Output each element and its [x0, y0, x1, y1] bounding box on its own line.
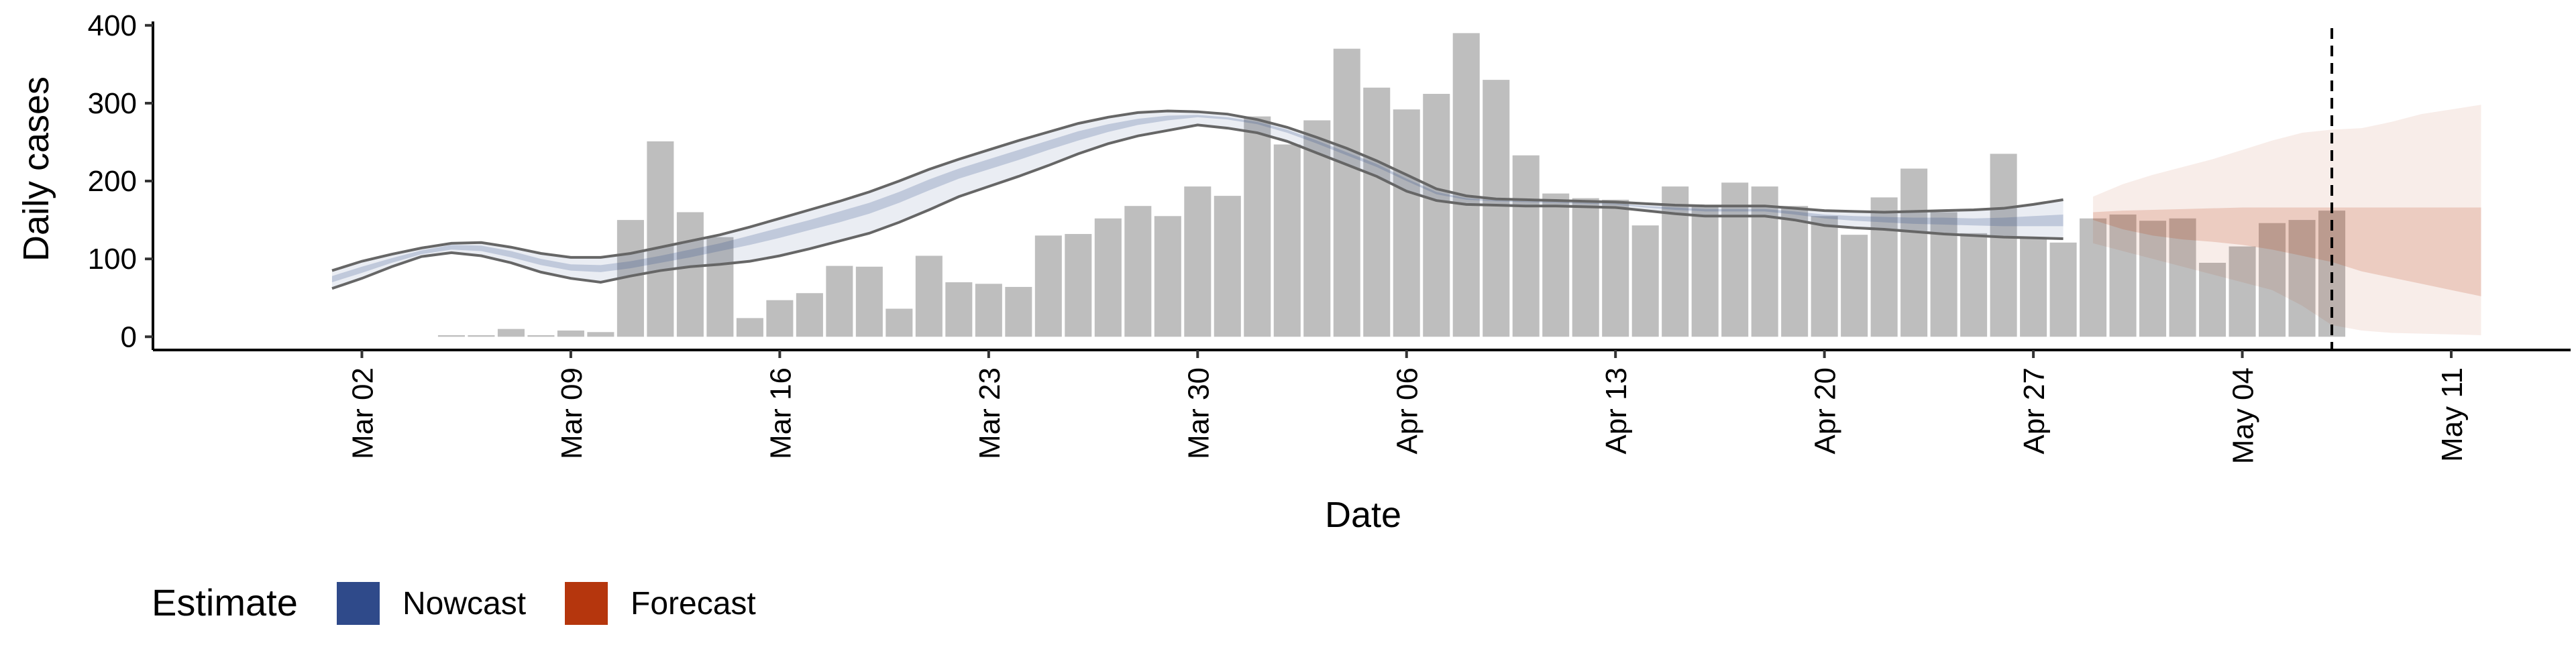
bar-2020-03-14: [706, 237, 734, 337]
forecast-band-50: [2093, 207, 2481, 296]
legend: Estimate Nowcast Forecast: [152, 581, 756, 625]
bar-2020-04-11: [1542, 193, 1570, 337]
legend-swatch-nowcast: [337, 582, 380, 625]
bar-2020-04-26: [1990, 154, 2017, 337]
axes-layer: 0 100 200 300 400 Mar 02 Mar 09 Mar 16 Mar 23 Mar…: [88, 9, 2571, 464]
x-tick-label-2020-03-09: Mar 09: [555, 367, 588, 459]
bar-2020-04-08: [1452, 33, 1480, 337]
bar-2020-03-17: [796, 293, 823, 337]
bar-2020-03-08: [527, 335, 555, 337]
bar-2020-04-01: [1244, 116, 1271, 337]
bar-2020-05-04: [2229, 246, 2256, 337]
y-tick-label-300: 300: [88, 87, 137, 120]
legend-swatch-forecast: [565, 582, 608, 625]
x-tick-label-2020-05-11: May 11: [2436, 367, 2469, 462]
bar-2020-03-27: [1094, 218, 1122, 337]
bar-2020-04-02: [1273, 144, 1301, 337]
bar-2020-04-12: [1572, 198, 1599, 337]
bar-2020-03-25: [1034, 235, 1062, 337]
y-tick-label-400: 400: [88, 9, 137, 42]
bar-2020-04-25: [1960, 233, 1988, 337]
bar-2020-03-20: [885, 308, 913, 337]
bar-2020-03-07: [497, 329, 525, 337]
bar-2020-05-03: [2199, 262, 2226, 337]
bar-2020-03-26: [1065, 233, 1092, 337]
bar-2020-05-02: [2169, 218, 2196, 337]
x-tick-label-2020-03-23: Mar 23: [973, 367, 1006, 459]
bar-2020-03-10: [587, 332, 614, 337]
y-tick-label-0: 0: [121, 320, 137, 353]
nowcast-band-90: [331, 111, 2063, 289]
bar-2020-04-19: [1781, 206, 1809, 337]
x-tick-label-2020-04-27: Apr 27: [2018, 367, 2051, 455]
bar-2020-04-17: [1721, 182, 1749, 337]
y-tick-label-200: 200: [88, 165, 137, 198]
bar-2020-04-29: [2080, 218, 2107, 337]
bar-2020-04-18: [1751, 186, 1778, 337]
bar-2020-03-16: [766, 300, 794, 337]
bar-2020-05-01: [2139, 221, 2167, 337]
nowcast-band-50: [331, 115, 2063, 282]
legend-title: Estimate: [152, 581, 298, 624]
x-tick-label-2020-03-16: Mar 16: [764, 367, 797, 459]
bar-2020-04-23: [1900, 168, 1928, 337]
bar-2020-03-12: [647, 141, 674, 337]
x-tick-label-2020-03-30: Mar 30: [1182, 367, 1215, 459]
y-tick-label-100: 100: [88, 243, 137, 276]
bar-2020-03-19: [855, 266, 883, 337]
bar-2020-04-09: [1483, 80, 1510, 337]
bar-2020-04-27: [2020, 237, 2047, 337]
x-tick-label-2020-04-20: Apr 20: [1809, 367, 1842, 455]
bars-layer: [437, 33, 2346, 337]
bar-2020-04-21: [1841, 235, 1868, 337]
bar-2020-03-29: [1154, 216, 1181, 337]
bar-2020-04-30: [2109, 214, 2137, 337]
lines-layer: [331, 109, 2063, 290]
bar-2020-04-07: [1423, 93, 1450, 337]
bar-2020-03-06: [468, 335, 495, 337]
bar-2020-04-13: [1602, 199, 1629, 337]
bar-2020-03-15: [736, 318, 763, 337]
bar-2020-04-22: [1870, 197, 1898, 337]
bar-2020-04-10: [1512, 155, 1540, 337]
forecast-band-90: [2093, 105, 2481, 335]
bar-2020-04-05: [1363, 87, 1391, 337]
bar-2020-03-22: [945, 282, 973, 337]
nowcast-line-upper90: [331, 109, 2063, 272]
bar-2020-05-06: [2288, 220, 2316, 337]
bar-2020-03-23: [975, 284, 1002, 337]
bar-2020-04-28: [2049, 242, 2077, 337]
bar-2020-03-28: [1124, 206, 1152, 337]
bar-2020-03-13: [676, 212, 704, 337]
bar-2020-03-24: [1005, 286, 1032, 337]
legend-label-forecast: Forecast: [631, 586, 756, 622]
legend-label-nowcast: Nowcast: [402, 586, 526, 622]
x-tick-label-2020-04-13: Apr 13: [1600, 367, 1633, 455]
bar-2020-03-30: [1184, 186, 1212, 337]
bar-2020-04-14: [1631, 225, 1659, 337]
bar-2020-03-18: [826, 266, 853, 337]
bar-2020-05-05: [2259, 223, 2286, 337]
bar-2020-04-06: [1393, 109, 1420, 337]
bar-2020-03-09: [557, 330, 584, 337]
y-axis-title: Daily cases: [16, 76, 56, 261]
bar-2020-03-05: [437, 335, 465, 337]
bar-2020-04-04: [1333, 48, 1360, 337]
x-tick-label-2020-03-02: Mar 02: [346, 367, 379, 459]
bar-2020-03-21: [915, 255, 943, 337]
bar-2020-04-16: [1691, 206, 1719, 337]
x-axis-title: Date: [1325, 495, 1401, 535]
ribbons-layer: [331, 105, 2481, 335]
x-tick-label-2020-04-06: Apr 06: [1391, 367, 1424, 455]
nowcast-line-lower90: [331, 123, 2063, 290]
x-tick-label-2020-05-04: May 04: [2227, 367, 2260, 464]
bar-2020-03-31: [1214, 196, 1241, 337]
bar-2020-04-20: [1811, 216, 1838, 337]
